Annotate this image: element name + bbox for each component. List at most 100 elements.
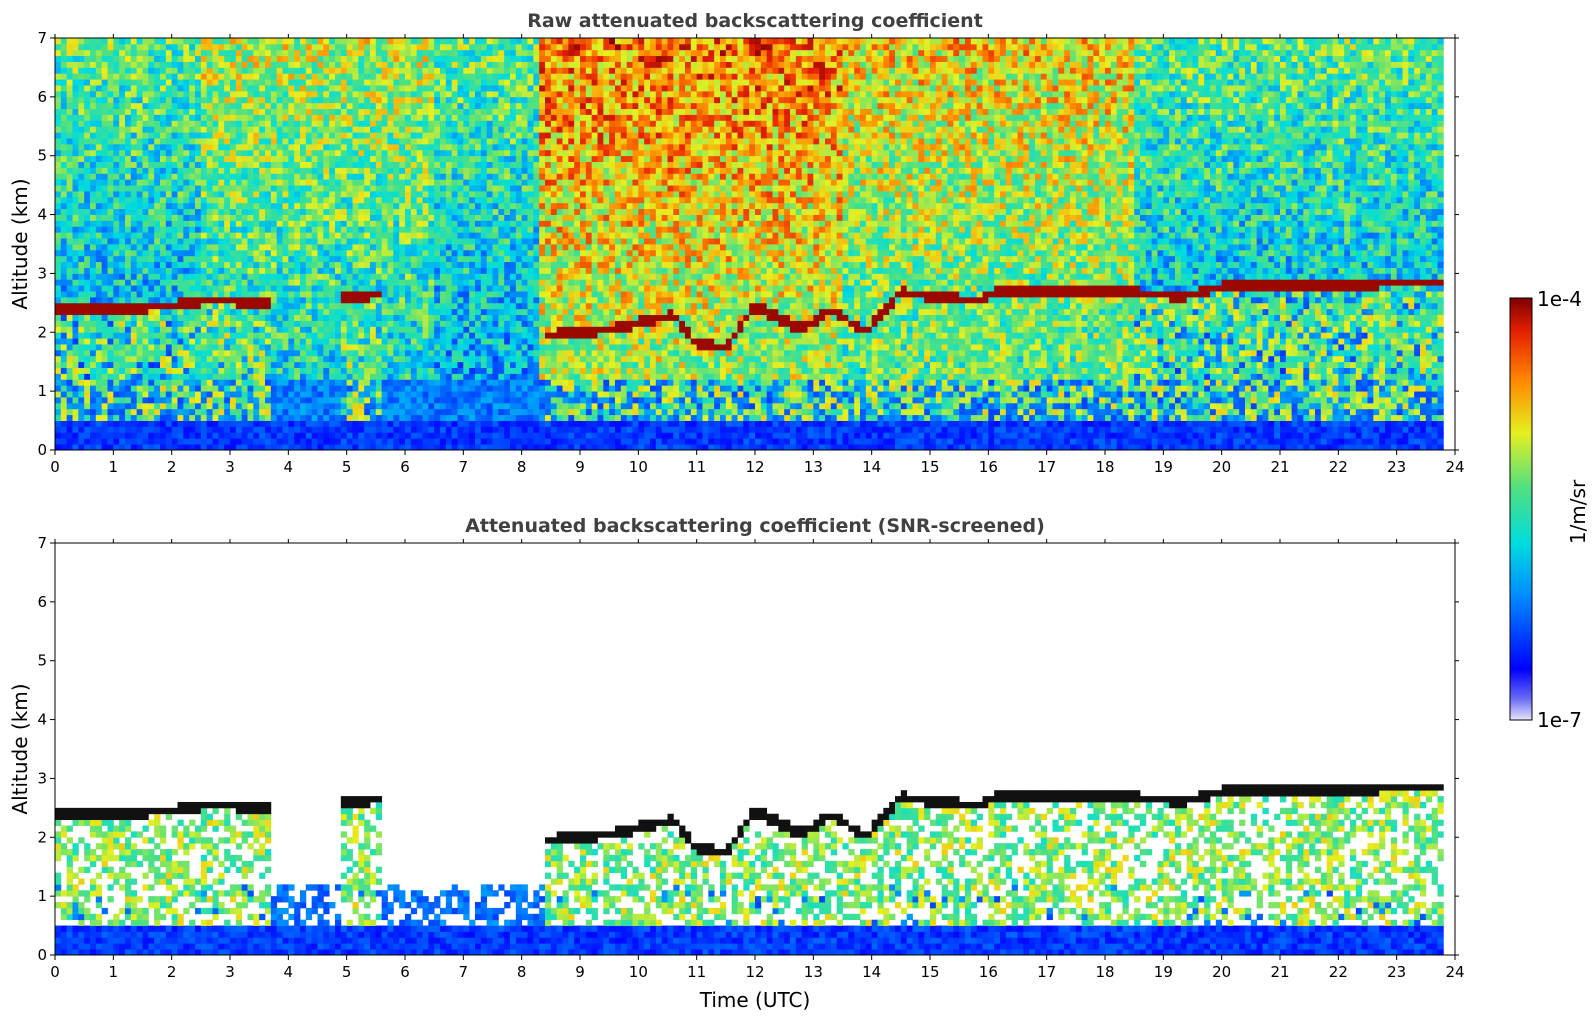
heatmap-cell xyxy=(113,38,119,44)
heatmap-cell xyxy=(160,138,166,144)
heatmap-cell xyxy=(178,44,184,50)
heatmap-cell xyxy=(137,279,143,285)
heatmap-cell xyxy=(154,250,160,256)
heatmap-cell xyxy=(84,150,90,156)
heatmap-cell xyxy=(119,238,125,244)
heatmap-cell xyxy=(178,162,184,168)
heatmap-cell xyxy=(143,197,149,203)
heatmap-cell xyxy=(131,291,137,297)
heatmap-cell xyxy=(84,103,90,109)
heatmap-cell xyxy=(113,403,119,409)
heatmap-cell xyxy=(189,403,195,409)
heatmap-cell xyxy=(172,273,178,279)
heatmap-cell xyxy=(178,167,184,173)
heatmap-cell xyxy=(172,126,178,132)
heatmap-cell xyxy=(67,173,73,179)
heatmap-cell xyxy=(90,321,96,327)
heatmap-cell xyxy=(73,126,79,132)
heatmap-cell xyxy=(90,332,96,338)
heatmap-cell xyxy=(166,426,172,432)
heatmap-cell xyxy=(166,244,172,250)
heatmap-cell xyxy=(166,97,172,103)
heatmap-cell xyxy=(73,391,79,397)
heatmap-cell xyxy=(178,156,184,162)
heatmap-cell xyxy=(61,379,67,385)
heatmap-cell xyxy=(137,426,143,432)
heatmap-cell xyxy=(108,215,114,221)
heatmap-cell xyxy=(178,203,184,209)
heatmap-cell xyxy=(143,79,149,85)
heatmap-cell xyxy=(84,56,90,62)
heatmap-cell xyxy=(178,432,184,438)
heatmap-cell xyxy=(96,244,102,250)
heatmap-cell xyxy=(137,321,143,327)
heatmap-cell xyxy=(125,391,131,397)
heatmap-cell xyxy=(178,321,184,327)
heatmap-cell xyxy=(119,197,125,203)
heatmap-cell xyxy=(90,268,96,274)
heatmap-cell xyxy=(166,138,172,144)
heatmap-cell xyxy=(125,244,131,250)
heatmap-cell xyxy=(113,197,119,203)
heatmap-cell xyxy=(160,91,166,97)
heatmap-cell xyxy=(125,144,131,150)
heatmap-cell xyxy=(125,109,131,115)
heatmap-cell xyxy=(84,173,90,179)
heatmap-cell xyxy=(102,362,108,368)
heatmap-cell xyxy=(160,115,166,121)
heatmap-cell xyxy=(166,67,172,73)
heatmap-cell xyxy=(143,250,149,256)
heatmap-cell xyxy=(55,415,61,421)
heatmap-cell xyxy=(154,409,160,415)
heatmap-cell xyxy=(119,321,125,327)
heatmap-cell xyxy=(172,368,178,374)
heatmap-cell xyxy=(189,344,195,350)
heatmap-cell xyxy=(137,150,143,156)
heatmap-cell xyxy=(125,373,131,379)
heatmap-cell xyxy=(108,397,114,403)
heatmap-cell xyxy=(183,209,189,215)
heatmap-cell xyxy=(160,368,166,374)
heatmap-cell xyxy=(61,185,67,191)
heatmap-cell xyxy=(183,350,189,356)
heatmap-cell xyxy=(148,373,154,379)
heatmap-cell xyxy=(183,426,189,432)
heatmap-cell xyxy=(183,373,189,379)
heatmap-cell xyxy=(73,73,79,79)
heatmap-cell xyxy=(172,426,178,432)
heatmap-cell xyxy=(143,38,149,44)
heatmap-cell xyxy=(113,244,119,250)
heatmap-cell xyxy=(119,256,125,262)
heatmap-cell xyxy=(143,379,149,385)
heatmap-cell xyxy=(90,226,96,232)
heatmap-cell xyxy=(102,385,108,391)
heatmap-cell xyxy=(61,344,67,350)
heatmap-cell xyxy=(61,85,67,91)
heatmap-cell xyxy=(108,73,114,79)
heatmap-cell xyxy=(102,79,108,85)
heatmap-cell xyxy=(119,309,125,315)
heatmap-cell xyxy=(96,332,102,338)
heatmap-cell xyxy=(125,173,131,179)
heatmap-cell xyxy=(160,73,166,79)
heatmap-cell xyxy=(119,262,125,268)
heatmap-cell xyxy=(61,350,67,356)
heatmap-cell xyxy=(148,185,154,191)
heatmap-cell xyxy=(172,162,178,168)
heatmap-cell xyxy=(78,268,84,274)
heatmap-cell xyxy=(108,403,114,409)
heatmap-cell xyxy=(137,109,143,115)
heatmap-cell xyxy=(61,444,67,450)
heatmap-cell xyxy=(119,421,125,427)
heatmap-cell xyxy=(143,138,149,144)
heatmap-cell xyxy=(178,426,184,432)
heatmap-cell xyxy=(61,197,67,203)
heatmap-cell xyxy=(67,444,73,450)
heatmap-cell xyxy=(102,132,108,138)
heatmap-cell xyxy=(67,203,73,209)
heatmap-cell xyxy=(113,326,119,332)
heatmap-cell xyxy=(102,97,108,103)
heatmap-cell xyxy=(154,297,160,303)
heatmap-cell xyxy=(108,62,114,68)
heatmap-cell xyxy=(178,438,184,444)
